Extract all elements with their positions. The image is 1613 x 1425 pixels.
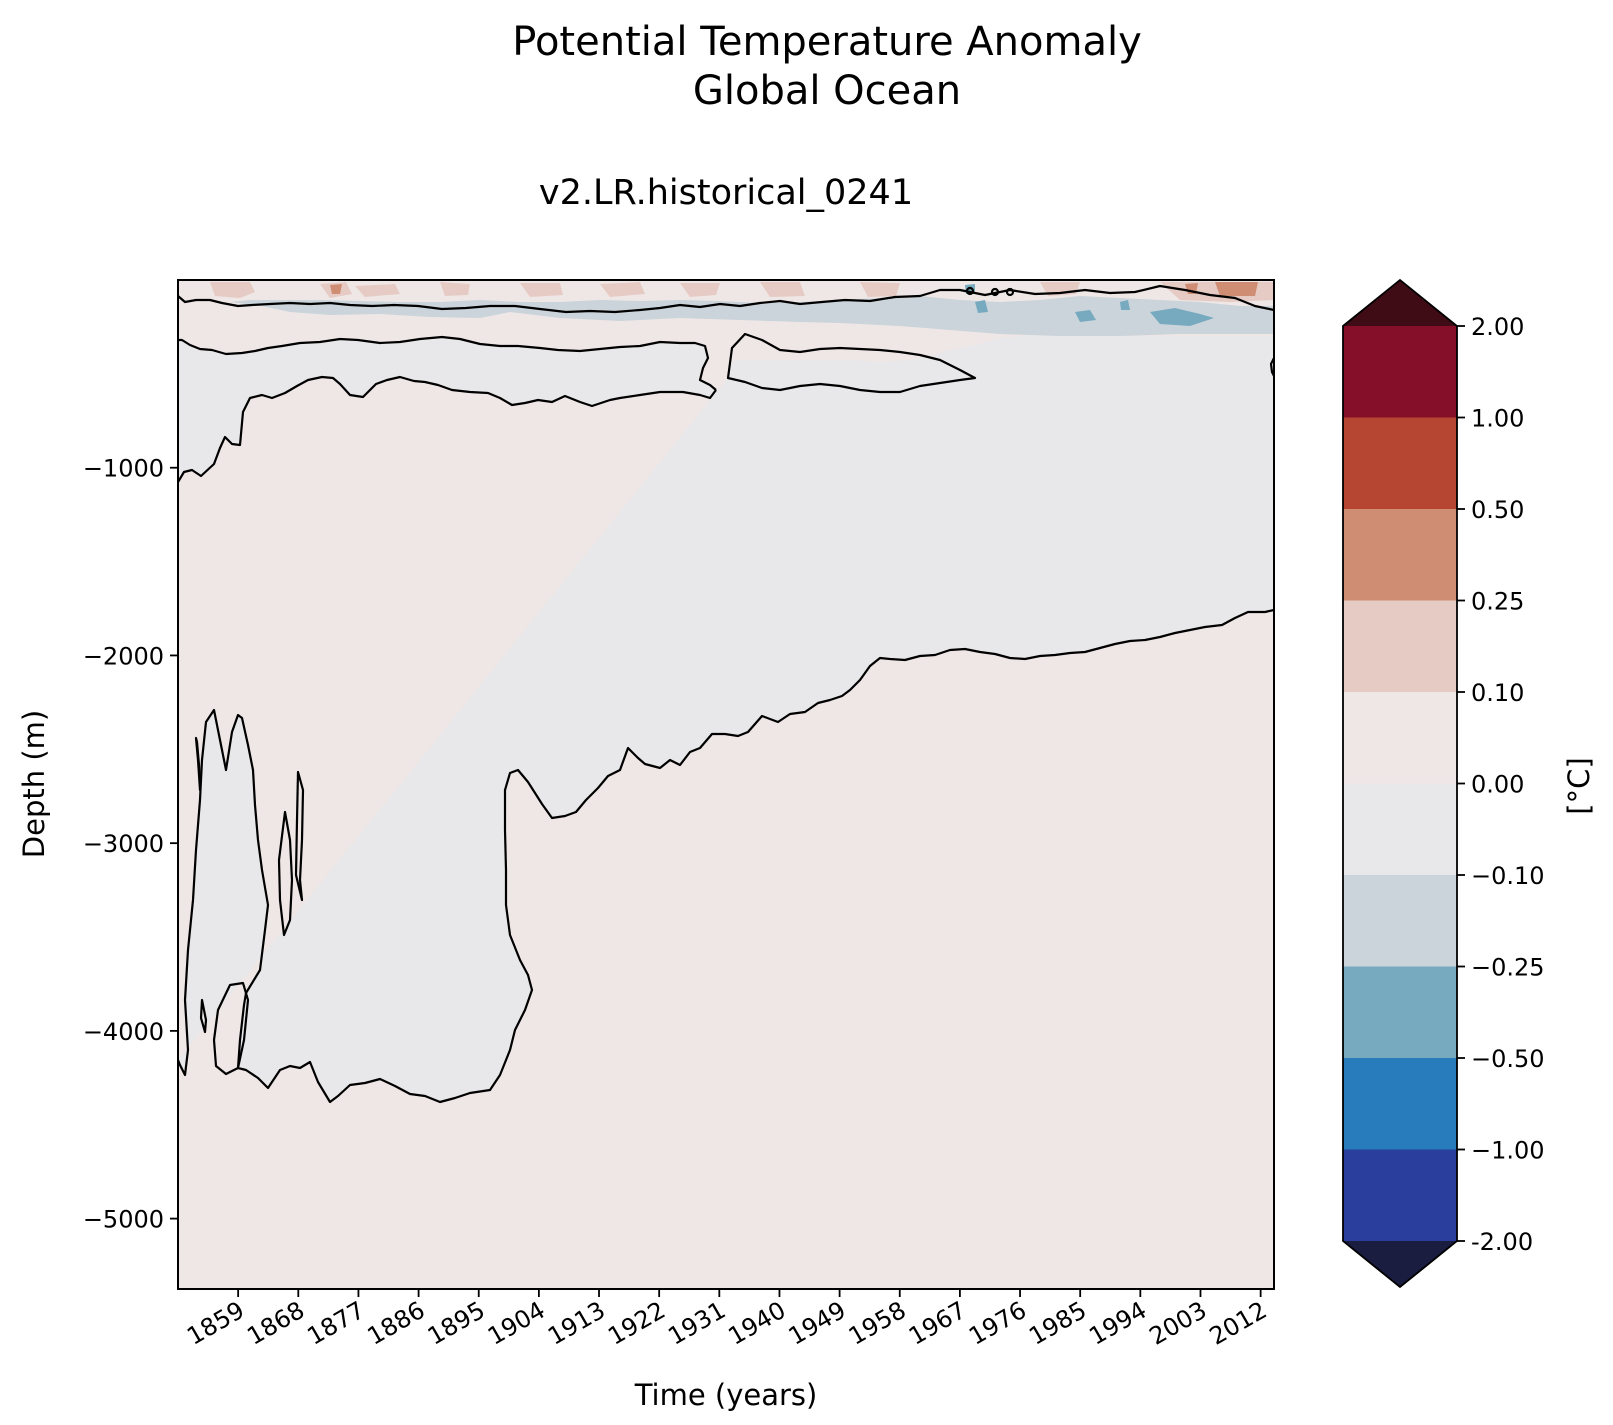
colorbar-band [1343, 966, 1457, 1059]
colorbar-band [1343, 417, 1457, 510]
x-tick-label: 1976 [964, 1296, 1031, 1351]
colorbar-tick-label: 0.10 [1471, 679, 1524, 707]
colorbar-tick-label: 0.00 [1471, 771, 1524, 799]
plot-frame [177, 279, 1275, 1290]
colorbar-band [1343, 326, 1457, 418]
y-tick-label: −2000 [83, 642, 164, 670]
colorbar-tick-label: 0.25 [1471, 588, 1524, 616]
colorbar-band [1343, 600, 1457, 693]
x-tick-label: 1886 [363, 1296, 430, 1351]
x-tick-label: 1949 [784, 1296, 851, 1351]
contour-pocket-b [277, 810, 294, 937]
contour-lens [726, 332, 977, 394]
region-negative-main [178, 335, 1274, 1102]
colorbar-tick-label: 2.00 [1471, 313, 1524, 341]
x-tick-label: 1904 [483, 1296, 550, 1351]
contour-pocket-a [194, 736, 202, 792]
colorbar-tick-label: 0.50 [1471, 496, 1524, 524]
contour-deep-main [178, 608, 1274, 1104]
colorbar: 2.00 1.00 0.50 0.25 0.10 0.00 −0.10 −0.25 −0.50 −… [1342, 278, 1545, 1289]
contour-pocket-d [199, 998, 208, 1034]
x-tick-label: 2012 [1205, 1296, 1272, 1351]
contour-upper-left [178, 375, 717, 483]
chart-title-line2: Global Ocean [693, 68, 961, 114]
x-tick-label: 1967 [904, 1296, 971, 1351]
colorbar-label: [°C] [1562, 757, 1596, 814]
x-tick-label: 1895 [423, 1296, 490, 1351]
chart-subtitle: v2.LR.historical_0241 [539, 173, 913, 213]
x-tick-label: 1931 [663, 1296, 730, 1351]
y-tick-label: −4000 [83, 1018, 164, 1046]
colorbar-extend-min [1343, 1241, 1457, 1287]
x-tick-label: 1940 [724, 1296, 791, 1351]
x-tick-label: 1868 [242, 1296, 309, 1351]
y-axis: −1000 −2000 −3000 −4000 −5000 [83, 455, 178, 1234]
colorbar-band [1343, 1149, 1457, 1242]
x-tick-label: 1877 [303, 1296, 370, 1351]
x-tick-label: 1958 [844, 1296, 911, 1351]
near-surface-blue-patches [965, 284, 1214, 326]
x-axis: 1859186818771886189519041913192219311940… [182, 1289, 1272, 1351]
y-tick-label: −1000 [83, 455, 164, 483]
contour-upper [178, 335, 717, 391]
colorbar-band [1343, 1058, 1457, 1150]
surface-orange-patches [330, 282, 1258, 296]
colorbar-band [1343, 692, 1457, 784]
x-tick-label: 1985 [1024, 1296, 1091, 1351]
colorbar-tick-label: -2.00 [1471, 1228, 1533, 1256]
x-tick-label: 2003 [1145, 1296, 1212, 1351]
y-tick-label: −3000 [83, 830, 164, 858]
x-tick-label: 1859 [182, 1296, 249, 1351]
colorbar-tick-label: −0.50 [1471, 1045, 1545, 1073]
colorbar-tick-label: −0.10 [1471, 862, 1545, 890]
colorbar-extend-max [1343, 280, 1457, 326]
contour-pocket-e [212, 981, 250, 1076]
colorbar-band [1343, 783, 1457, 876]
y-axis-label: Depth (m) [17, 710, 51, 858]
x-tick-label: 1922 [603, 1296, 670, 1351]
contour-surface [178, 284, 1274, 314]
colorbar-tick-label: 1.00 [1471, 405, 1524, 433]
x-tick-label: 1994 [1084, 1296, 1151, 1351]
colorbar-tick-label: −0.25 [1471, 954, 1545, 982]
y-tick-label: −5000 [83, 1206, 164, 1234]
colorbar-band [1343, 509, 1457, 601]
plot-area [178, 280, 1274, 1289]
contour-pocket-c [294, 770, 305, 902]
zero-contours [178, 284, 1274, 1104]
x-tick-label: 1913 [543, 1296, 610, 1351]
colorbar-band [1343, 875, 1457, 967]
x-axis-label: Time (years) [634, 1378, 818, 1412]
colorbar-tick-label: −1.00 [1471, 1137, 1545, 1165]
chart-title: Potential Temperature Anomaly [512, 19, 1142, 65]
